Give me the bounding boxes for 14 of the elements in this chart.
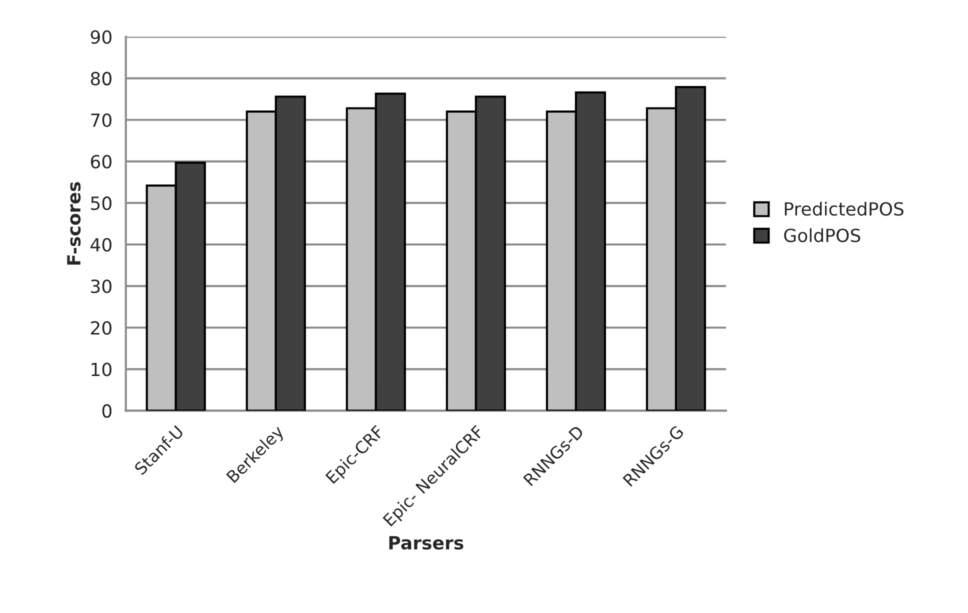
y-tick-label: 90 [90,30,112,44]
y-tick-label: 20 [90,321,112,335]
y-axis-title: F-scores [67,182,81,265]
y-tick-label: 60 [90,154,112,169]
legend-label: GoldPOS [784,228,860,242]
legend-label: PredictedPOS [784,202,904,216]
y-tick-label: 30 [91,280,112,294]
y-tick-label: 0 [102,404,112,418]
y-tick-label: 10 [92,362,112,376]
y-tick-label: 80 [90,72,112,86]
y-tick-label: 40 [90,238,112,252]
y-tick-label: 50 [91,196,112,210]
x-axis-title: Parsers [389,536,464,550]
y-tick-label: 70 [91,113,112,127]
